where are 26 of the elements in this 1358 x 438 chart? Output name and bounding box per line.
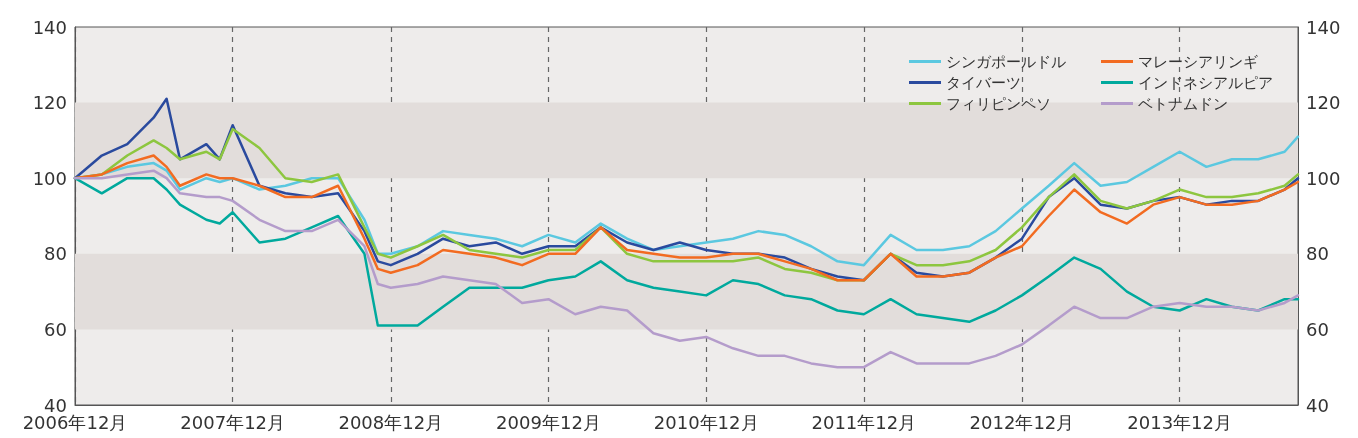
y-tick-label: 100 [32, 167, 67, 189]
legend-label: シンガポールドル [946, 52, 1066, 71]
line-series [73, 169, 1300, 369]
y2-tick-label: 120 [1306, 92, 1341, 114]
legend-label: フィリピンペソ [946, 94, 1051, 113]
y-tick-label: 140 [32, 16, 67, 38]
x-tick-label: 2008年12月 [338, 411, 444, 433]
y2-tick-label: 60 [1306, 318, 1329, 340]
y2-tick-label: 40 [1306, 394, 1329, 416]
x-tick-label: 2012年12月 [969, 411, 1075, 433]
legend-label: ベトナムドン [1138, 94, 1228, 113]
x-tick-label: 2010年12月 [653, 411, 759, 433]
y2-tick-label: 100 [1306, 167, 1341, 189]
y-tick-label: 60 [44, 318, 67, 340]
x-tick-label: 2011年12月 [811, 411, 917, 433]
y-tick-label: 120 [32, 92, 67, 114]
legend-label: インドネシアルピア [1138, 73, 1273, 92]
line-series [73, 176, 1300, 327]
x-tick-label: 2007年12月 [180, 411, 286, 433]
y-tick-label: 80 [44, 243, 67, 265]
y2-tick-label: 140 [1306, 16, 1341, 38]
legend-label: マレーシアリンギ [1138, 52, 1258, 71]
y2-tick-label: 80 [1306, 243, 1329, 265]
x-tick-label: 2009年12月 [496, 411, 601, 433]
x-tick-label: 2013年12月 [1127, 411, 1232, 433]
legend-label: タイバーツ [946, 73, 1021, 92]
